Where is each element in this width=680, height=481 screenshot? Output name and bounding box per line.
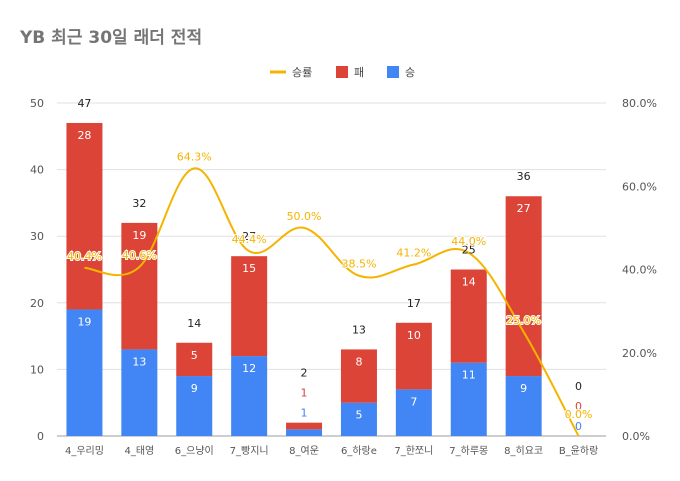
category-label: 4_태영 xyxy=(124,445,154,457)
losses-value-label: 0 xyxy=(575,400,582,413)
losses-value-label: 10 xyxy=(407,329,421,342)
win-rate-label: 40.4% xyxy=(67,250,102,263)
wins-value-label: 7 xyxy=(410,395,417,408)
losses-value-label: 27 xyxy=(517,202,531,215)
wins-value-label: 1 xyxy=(301,407,308,420)
bar-losses xyxy=(176,342,213,377)
losses-value-label: 15 xyxy=(242,262,256,275)
category-label: 6_으냥이 xyxy=(175,445,214,457)
y2-tick-label: 0.0% xyxy=(622,430,650,443)
bar-wins xyxy=(450,362,487,436)
y-tick-label: 10 xyxy=(30,363,44,376)
category-label: B_윤하랑 xyxy=(559,444,598,457)
total-value-label: 2 xyxy=(301,367,308,380)
total-value-label: 32 xyxy=(132,197,146,210)
wins-value-label: 9 xyxy=(520,382,527,395)
bar-wins xyxy=(176,376,213,436)
bar-losses xyxy=(340,349,377,403)
y-tick-label: 30 xyxy=(30,230,44,243)
category-label: 8_여운 xyxy=(289,445,319,457)
win-rate-label: 41.2% xyxy=(396,247,431,260)
total-value-label: 36 xyxy=(517,170,531,183)
right-axis: 0.0% 20.0% 40.0% 60.0% 80.0% xyxy=(622,97,657,443)
wins-value-label: 13 xyxy=(132,355,146,368)
win-rate-label: 50.0% xyxy=(287,210,322,223)
bar-wins xyxy=(121,349,158,436)
wins-value-label: 5 xyxy=(355,409,362,422)
win-rate-line-layer xyxy=(84,167,580,437)
bar-wins xyxy=(395,389,432,436)
y2-tick-label: 20.0% xyxy=(622,347,657,360)
bar-losses xyxy=(66,122,103,310)
y-tick-label: 40 xyxy=(30,164,44,177)
bar-losses xyxy=(231,256,268,357)
total-value-label: 13 xyxy=(352,323,366,336)
y2-tick-label: 60.0% xyxy=(622,180,657,193)
total-value-label: 14 xyxy=(187,317,201,330)
data-labels: 19284740.4%13193240.6%951464.3%12152744.… xyxy=(66,97,594,433)
y-tick-label: 20 xyxy=(30,297,44,310)
legend-swatch-losses xyxy=(336,66,348,78)
legend-label: 패 xyxy=(354,66,364,79)
win-rate-label: 40.6% xyxy=(122,249,157,262)
bar-losses xyxy=(286,422,323,430)
legend-swatch-wins xyxy=(387,66,399,78)
y2-tick-label: 40.0% xyxy=(622,264,657,277)
bar-losses xyxy=(395,322,432,390)
wins-value-label: 19 xyxy=(77,315,91,328)
total-value-label: 17 xyxy=(407,297,421,310)
legend: 승률 패 승 xyxy=(270,66,415,79)
bar-wins xyxy=(505,376,542,436)
bar-losses xyxy=(121,222,158,350)
category-label: 6_하랑e xyxy=(341,444,377,457)
losses-value-label: 8 xyxy=(355,355,362,368)
bar-losses xyxy=(505,196,542,377)
win-rate-label: 44.0% xyxy=(451,235,486,248)
category-label: 7_하루몽 xyxy=(449,444,488,457)
bar-wins xyxy=(340,402,377,436)
bar-losses xyxy=(450,269,487,363)
losses-value-label: 28 xyxy=(77,129,91,142)
bar-wins xyxy=(231,356,268,436)
category-label: 7_한쪼니 xyxy=(394,445,433,457)
win-rate-label: 64.3% xyxy=(177,150,212,163)
wins-value-label: 0 xyxy=(575,420,582,433)
win-rate-label: 44.4% xyxy=(232,233,267,246)
bars xyxy=(66,122,542,436)
bar-wins xyxy=(66,309,103,436)
y-tick-label: 0 xyxy=(37,430,44,443)
win-rate-label: 25.0% xyxy=(506,314,541,327)
total-value-label: 47 xyxy=(77,97,91,110)
category-label: 8_히요코 xyxy=(504,445,543,457)
win-rate-label: 38.5% xyxy=(341,258,376,271)
category-label: 7_빵지니 xyxy=(230,445,269,457)
total-value-label: 27 xyxy=(242,230,256,243)
total-value-label: 25 xyxy=(462,244,476,257)
category-label: 4_우리밍 xyxy=(65,445,104,457)
win-rate-line xyxy=(84,167,580,437)
y2-tick-label: 80.0% xyxy=(622,97,657,110)
losses-value-label: 5 xyxy=(191,349,198,362)
y-tick-label: 50 xyxy=(30,97,44,110)
wins-value-label: 12 xyxy=(242,362,256,375)
total-value-label: 0 xyxy=(575,380,582,393)
legend-label: 승률 xyxy=(292,66,312,79)
losses-value-label: 19 xyxy=(132,229,146,242)
win-rate-label: 0.0% xyxy=(565,408,593,421)
bar-wins xyxy=(286,429,323,436)
category-axis: 4_우리밍 4_태영 6_으냥이 7_빵지니 8_여운 6_하랑e 7_한쪼니 7_하루몽 8_… xyxy=(65,444,598,457)
losses-value-label: 14 xyxy=(462,276,476,289)
chart-title: YB 최근 30일 래더 전적 xyxy=(19,28,202,48)
losses-value-label: 1 xyxy=(301,387,308,400)
wins-value-label: 9 xyxy=(191,382,198,395)
legend-label: 승 xyxy=(405,66,415,79)
left-axis: 0 10 20 30 40 50 xyxy=(30,97,44,443)
wins-value-label: 11 xyxy=(462,369,476,382)
